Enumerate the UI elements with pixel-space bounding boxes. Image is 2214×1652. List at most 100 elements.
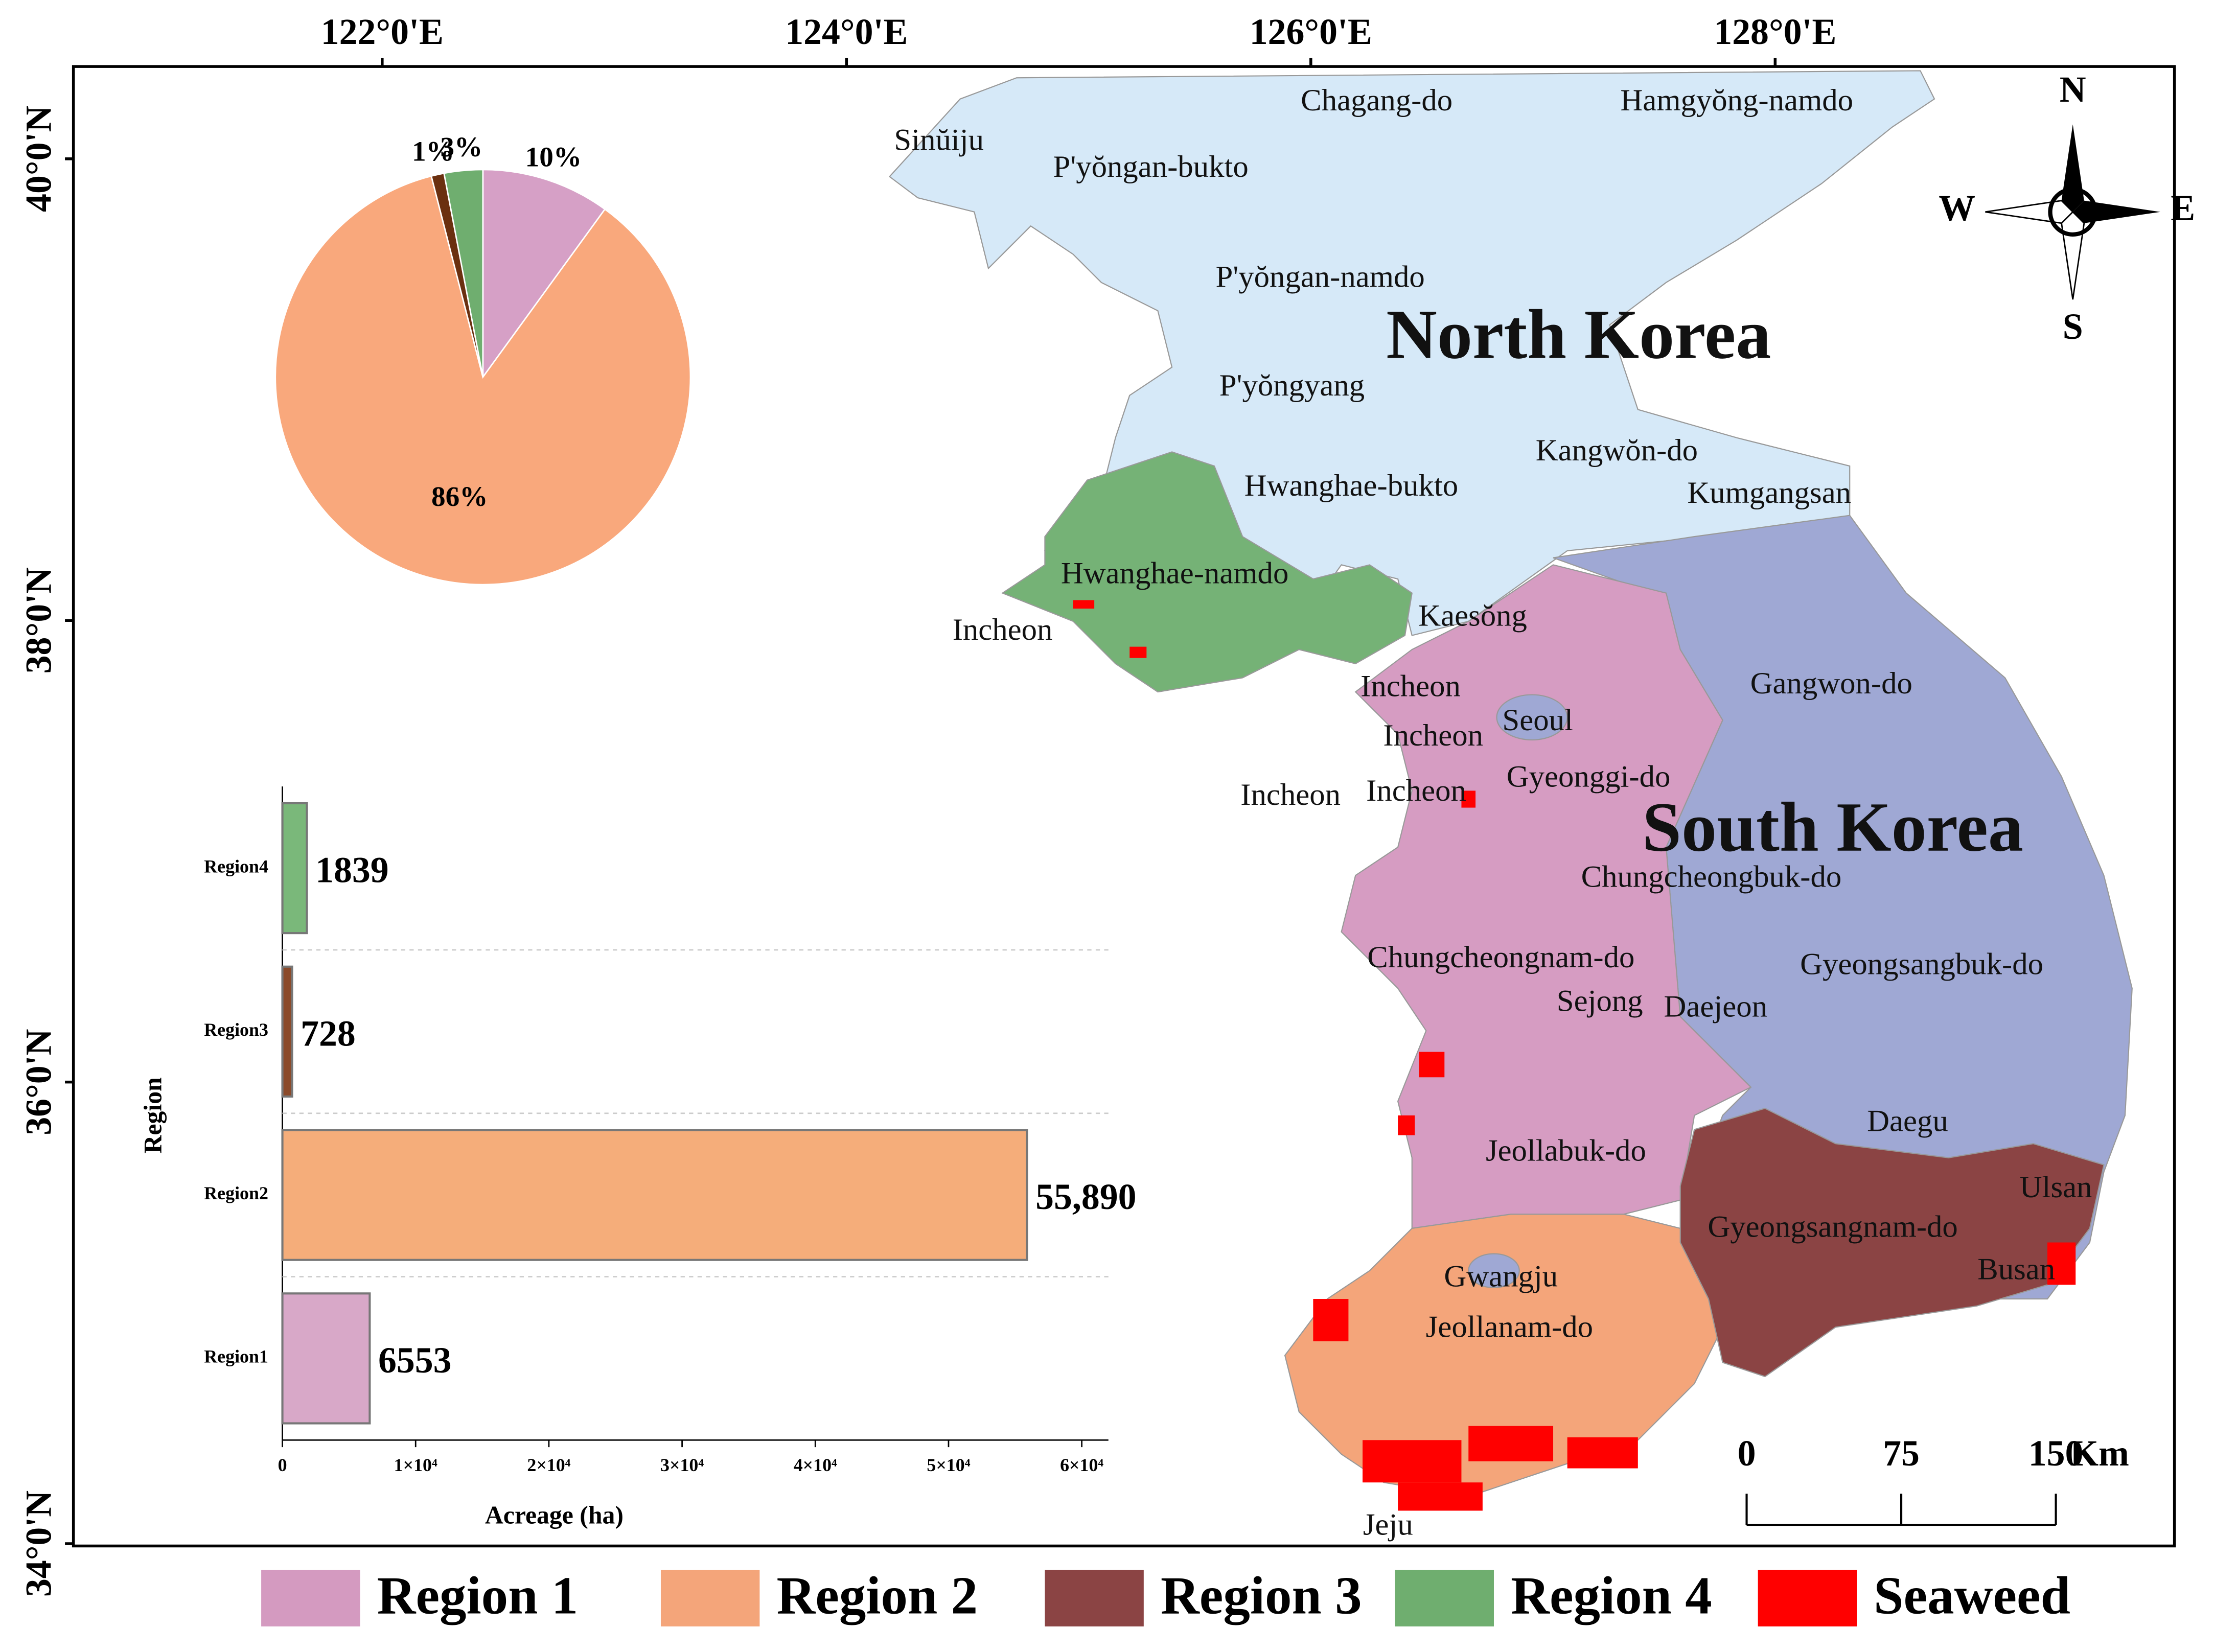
- pie-label: 1%: [412, 136, 454, 167]
- lat-tick-label: 40°0'N: [18, 106, 59, 212]
- country-label: South Korea: [1642, 788, 2023, 866]
- x-tick-label: 4×10⁴: [794, 1455, 837, 1475]
- pie-label: 10%: [525, 142, 582, 173]
- bar: [281, 965, 293, 1098]
- seaweed: [1363, 1440, 1462, 1483]
- scale-label: 0: [1738, 1433, 1756, 1474]
- region-2-area: [1284, 1214, 1723, 1497]
- place-label: Jeollanam-do: [1426, 1310, 1593, 1344]
- x-tick-label: 6×10⁴: [1060, 1455, 1103, 1475]
- bar: [281, 802, 308, 935]
- place-label: Hwanghae-namdo: [1061, 556, 1288, 590]
- place-label: Kaesŏng: [1418, 598, 1527, 633]
- y-tick-label: Region3: [204, 1019, 268, 1040]
- pie-slice: [482, 169, 606, 380]
- place-label: Gyeongsangbuk-do: [1800, 947, 2043, 982]
- place-label: Chungcheongnam-do: [1367, 940, 1634, 974]
- bar-value: 55,890: [1035, 1176, 1137, 1217]
- place-label: Incheon: [1360, 669, 1461, 703]
- legend-label: Seaweed: [1874, 1565, 2070, 1625]
- place-label: Daejeon: [1664, 990, 1767, 1024]
- place-label: Incheon: [1366, 774, 1466, 808]
- bar: [281, 1292, 371, 1425]
- x-tick-label: 1×10⁴: [394, 1455, 437, 1475]
- seaweed: [2047, 1242, 2076, 1285]
- scale-unit: Km: [2070, 1433, 2129, 1474]
- compass-n: N: [2060, 69, 2086, 110]
- gwangju-area: [1468, 1253, 1520, 1289]
- scale-label: 75: [1883, 1433, 1920, 1474]
- legend-label: Region 2: [777, 1565, 978, 1625]
- seaweed: [1398, 1482, 1483, 1511]
- compass-s: S: [2063, 306, 2083, 347]
- bar-value: 728: [301, 1013, 356, 1054]
- place-label: Sinŭiju: [894, 123, 984, 157]
- compass-e: E: [2171, 188, 2195, 228]
- compass-w: W: [1939, 188, 1975, 228]
- place-label: Ulsan: [2020, 1170, 2092, 1204]
- y-tick-label: Region2: [204, 1183, 268, 1203]
- seaweed: [1398, 1115, 1415, 1135]
- place-label: Gyeongsangnam-do: [1708, 1210, 1957, 1244]
- place-label: Incheon: [1240, 778, 1341, 812]
- place-label: Chungcheongbuk-do: [1581, 859, 1842, 894]
- place-label: Gyeonggi-do: [1507, 759, 1671, 794]
- bar-value: 1839: [315, 850, 389, 891]
- compass-ring: [2048, 187, 2098, 237]
- legend-label: Region 1: [377, 1565, 579, 1625]
- place-label: Seoul: [1502, 703, 1573, 737]
- place-label: Kangwŏn-do: [1536, 433, 1698, 468]
- seaweed: [1468, 1426, 1554, 1461]
- place-label: Hwanghae-bukto: [1244, 469, 1458, 503]
- compass: N S W E: [1939, 69, 2195, 347]
- place-label: Daegu: [1867, 1104, 1948, 1138]
- legend-swatch: [1045, 1570, 1144, 1626]
- seaweed: [1419, 1052, 1445, 1078]
- seaweed: [1567, 1437, 1638, 1469]
- place-label: P'yŏngan-namdo: [1216, 260, 1425, 294]
- legend-swatch: [261, 1570, 360, 1626]
- place-label: Gangwon-do: [1750, 666, 1912, 701]
- seaweed: [1129, 646, 1147, 658]
- x-tick-label: 0: [278, 1455, 287, 1475]
- place-label: Sejong: [1557, 984, 1643, 1018]
- y-axis-title: Region: [139, 1077, 167, 1153]
- place-label: Chagang-do: [1301, 83, 1452, 118]
- seoul-area: [1496, 694, 1568, 741]
- y-tick-label: Region1: [204, 1346, 268, 1367]
- legend-label: Region 4: [1511, 1565, 1712, 1625]
- legend-label: Region 3: [1161, 1565, 1362, 1625]
- seaweed: [1461, 790, 1476, 808]
- legend-swatch: [660, 1570, 760, 1626]
- x-axis-title: Acreage (ha): [485, 1501, 624, 1529]
- place-label: P'yŏngyang: [1219, 368, 1365, 403]
- bar: [281, 1129, 1028, 1261]
- x-tick-label: 3×10⁴: [660, 1455, 704, 1475]
- lat-tick-label: 34°0'N: [18, 1491, 59, 1597]
- place-label: Hamgyŏng-namdo: [1620, 83, 1853, 118]
- lat-tick-label: 36°0'N: [18, 1029, 59, 1135]
- lon-tick-label: 128°0'E: [1714, 11, 1836, 52]
- place-label: Jeollabuk-do: [1486, 1133, 1646, 1168]
- pie-label: 3%: [440, 131, 482, 162]
- pie-slice: [443, 169, 484, 378]
- place-label: P'yŏngan-bukto: [1053, 150, 1249, 184]
- region-4-area: [1001, 451, 1413, 693]
- lon-tick-label: 122°0'E: [321, 11, 444, 52]
- lon-tick-label: 124°0'E: [785, 11, 908, 52]
- pie-slice: [274, 175, 691, 586]
- country-label: North Korea: [1386, 295, 1771, 374]
- seaweed-patches: [1073, 600, 2076, 1511]
- legend-swatch: [1395, 1570, 1494, 1626]
- legend-swatch: [1758, 1570, 1857, 1626]
- x-tick-label: 5×10⁴: [927, 1455, 970, 1475]
- seaweed: [1073, 600, 1095, 609]
- place-label: Jeju: [1363, 1508, 1413, 1542]
- place-label: Incheon: [953, 613, 1053, 647]
- place-label: Busan: [1977, 1252, 2055, 1286]
- place-label: Incheon: [1383, 718, 1483, 753]
- y-tick-label: Region4: [204, 856, 268, 876]
- scale-label: 150: [2028, 1433, 2084, 1474]
- bar-value: 6553: [378, 1340, 452, 1381]
